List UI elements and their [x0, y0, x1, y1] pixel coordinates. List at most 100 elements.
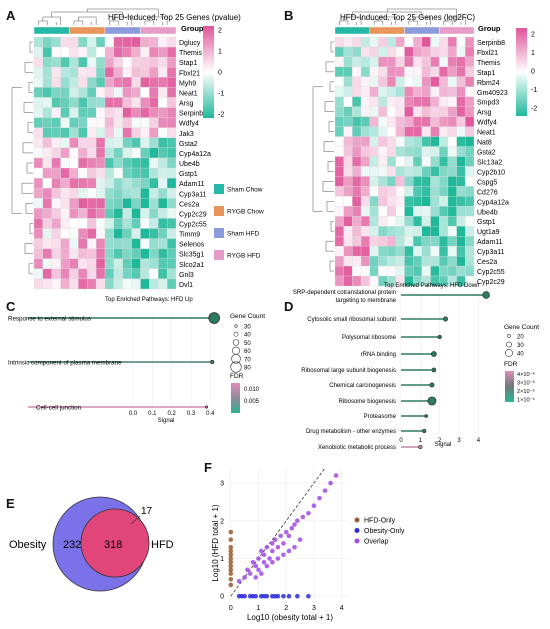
- venn-hfd-label: HFD: [151, 539, 174, 551]
- scatter-legend-label: Obesity-Only: [364, 528, 405, 535]
- heatmap-cell: [447, 146, 457, 157]
- scatter-point: [256, 556, 261, 561]
- heatmap-cell: [413, 176, 423, 187]
- heatmap-cell: [395, 126, 405, 137]
- heatmap-cell: [131, 137, 141, 149]
- dendrogram-branch: [329, 260, 334, 272]
- heatmap-cell: [465, 76, 475, 87]
- heatmap-cell: [104, 36, 115, 48]
- heatmap-cell: [166, 97, 177, 108]
- heatmap-cell: [113, 137, 123, 149]
- lollipop-d-gene-count-title: Gene Count: [504, 324, 539, 331]
- heatmap-cell: [404, 166, 414, 177]
- heatmap-cell: [69, 107, 79, 118]
- dendrogram-branch: [330, 221, 334, 232]
- heatmap-cell: [60, 77, 70, 88]
- scatter-point: [228, 537, 234, 542]
- heatmap-cell: [430, 86, 440, 97]
- heatmap-cell: [51, 167, 61, 179]
- heatmap-cell: [33, 87, 44, 98]
- heatmap-cell: [87, 147, 97, 159]
- heatmap-cell: [42, 208, 52, 219]
- heatmap-cell: [149, 67, 159, 78]
- heatmap-cell: [104, 97, 115, 108]
- heatmap-cell: [395, 166, 405, 177]
- lollipop-dot: [204, 405, 209, 409]
- dendrogram-branch: [29, 223, 33, 234]
- lollipop-c-fdr-ticks: 0.010 0.005: [244, 387, 260, 405]
- panel-d-title: Top Enriched Pathways: HFD Down: [384, 283, 479, 289]
- heatmap-cell: [42, 278, 52, 290]
- scatter-point: [228, 529, 234, 535]
- heatmap-cell: [78, 107, 88, 118]
- heatmap-cell: [404, 236, 414, 247]
- lollipop-d-size-legend: 20 30 40: [505, 334, 524, 358]
- scatter-point: [306, 510, 311, 516]
- heatmap-cell: [343, 56, 353, 68]
- scatter-point: [275, 544, 281, 550]
- heatmap-cell: [140, 77, 150, 88]
- size-legend-label: 40: [517, 352, 524, 358]
- heatmap-cell: [87, 198, 97, 209]
- heatmap-cell: [104, 137, 115, 149]
- heatmap-cell: [430, 56, 440, 68]
- x-tick-label: 0.0: [129, 411, 138, 417]
- heatmap-cell: [404, 46, 414, 58]
- heatmap-cell: [95, 258, 106, 269]
- heatmap-cell: [51, 228, 61, 239]
- heatmap-cell: [42, 198, 52, 209]
- heatmap-cell: [378, 66, 388, 77]
- heatmap-cell: [369, 206, 379, 217]
- heatmap-cell: [447, 166, 457, 177]
- gene-label: Serpinb8: [477, 40, 505, 47]
- heatmap-cell: [122, 228, 132, 239]
- heatmap-cell: [122, 278, 132, 290]
- heatmap-cell: [404, 126, 414, 137]
- heatmap-cell: [439, 216, 449, 227]
- heatmap-cell: [343, 116, 353, 127]
- scatter-f-plot: 0 1 2 3 4 0 1 2 3: [220, 467, 350, 612]
- heatmap-cell: [149, 258, 159, 269]
- heatmap-cell: [421, 226, 431, 237]
- pathway-label: Response to external stimulus: [8, 316, 91, 323]
- heatmap-cell: [334, 126, 344, 137]
- size-legend-label: 70: [244, 357, 251, 363]
- heatmap-cell: [78, 268, 88, 280]
- heatmap-cell: [413, 226, 423, 237]
- scatter-point: [261, 559, 267, 565]
- heatmap-cell: [78, 208, 88, 219]
- group-legend-label: Sham HFD: [227, 231, 259, 238]
- gene-label: Cyp4a12a: [179, 151, 211, 158]
- scatter-f-xlabel: Log10 (obesity total + 1): [247, 613, 333, 622]
- heatmap-cell: [42, 107, 52, 118]
- heatmap-cell: [395, 86, 405, 97]
- heatmap-cell: [334, 275, 344, 287]
- heatmap-cell: [95, 107, 106, 118]
- heatmap-cell: [439, 196, 449, 207]
- heatmap-cell: [69, 228, 79, 239]
- heatmap-cell: [413, 206, 423, 217]
- scatter-point: [295, 593, 300, 599]
- gene-label: Selenos: [179, 242, 205, 249]
- heatmap-cell: [166, 177, 177, 189]
- heatmap-cell: [456, 66, 466, 77]
- heatmap-cell: [95, 177, 106, 189]
- heatmap-cell: [113, 167, 123, 179]
- heatmap-cell: [369, 166, 379, 177]
- heatmap-cell: [360, 56, 370, 68]
- scatter-point: [289, 526, 295, 531]
- heatmap-cell: [421, 106, 431, 117]
- heatmap-cell: [166, 228, 177, 239]
- heatmap-cell: [465, 265, 475, 277]
- panel-b: B HFD-Induced, Top 25 Genes (log2FC) Ser…: [284, 8, 537, 287]
- heatmap-cell: [343, 136, 353, 147]
- heatmap-cell: [456, 246, 466, 257]
- heatmap-cell: [33, 258, 44, 269]
- scatter-point: [267, 556, 272, 561]
- heatmap-cell: [33, 36, 44, 48]
- y-tick-label: 1: [220, 556, 224, 563]
- gene-label: Wdfy4: [179, 121, 199, 128]
- heatmap-cell: [69, 57, 79, 68]
- heatmap-cell: [378, 126, 388, 137]
- heatmap-cell: [60, 147, 70, 159]
